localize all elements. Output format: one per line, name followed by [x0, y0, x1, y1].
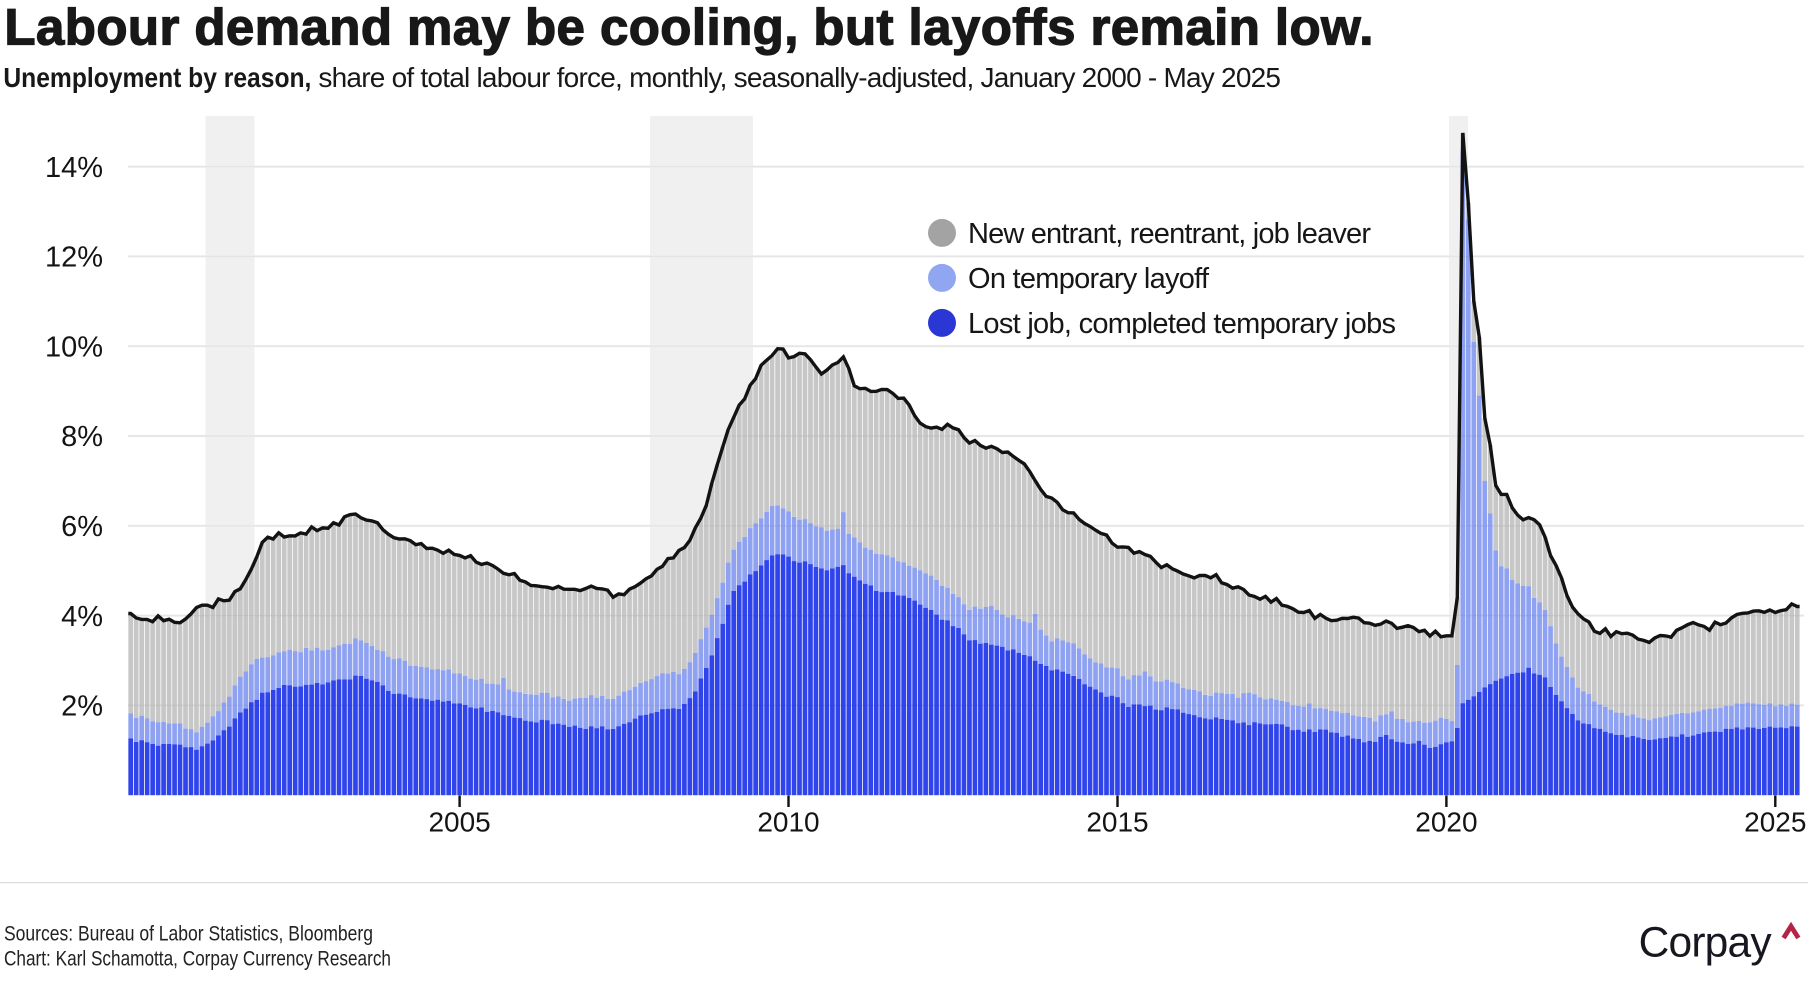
svg-text:Sources: Bureau of Labor Stati: Sources: Bureau of Labor Statistics, Blo…	[4, 922, 373, 945]
svg-text:On temporary layoff: On temporary layoff	[968, 263, 1210, 295]
svg-text:Corpay: Corpay	[1639, 919, 1773, 966]
svg-text:2015: 2015	[1086, 807, 1148, 838]
svg-text:New entrant, reentrant, job le: New entrant, reentrant, job leaver	[968, 218, 1371, 250]
svg-text:2%: 2%	[61, 691, 103, 723]
svg-text:6%: 6%	[61, 511, 103, 543]
svg-text:2005: 2005	[428, 807, 490, 838]
svg-text:Chart: Karl Schamotta, Corpay: Chart: Karl Schamotta, Corpay Currency R…	[4, 948, 391, 971]
svg-text:14%: 14%	[45, 152, 103, 184]
svg-text:share of total labour force, m: share of total labour force, monthly, se…	[318, 62, 1281, 93]
svg-text:2025: 2025	[1744, 807, 1806, 838]
svg-text:2010: 2010	[757, 807, 819, 838]
svg-text:8%: 8%	[61, 421, 103, 453]
svg-text:4%: 4%	[61, 601, 103, 633]
svg-text:Unemployment by reason,: Unemployment by reason,	[3, 62, 311, 93]
svg-text:Labour demand may be cooling,: Labour demand may be cooling, but layoff…	[4, 0, 1373, 56]
svg-text:Lost job, completed temporary: Lost job, completed temporary jobs	[968, 308, 1396, 340]
svg-text:12%: 12%	[45, 242, 103, 274]
svg-text:2020: 2020	[1415, 807, 1477, 838]
svg-text:10%: 10%	[45, 331, 103, 363]
